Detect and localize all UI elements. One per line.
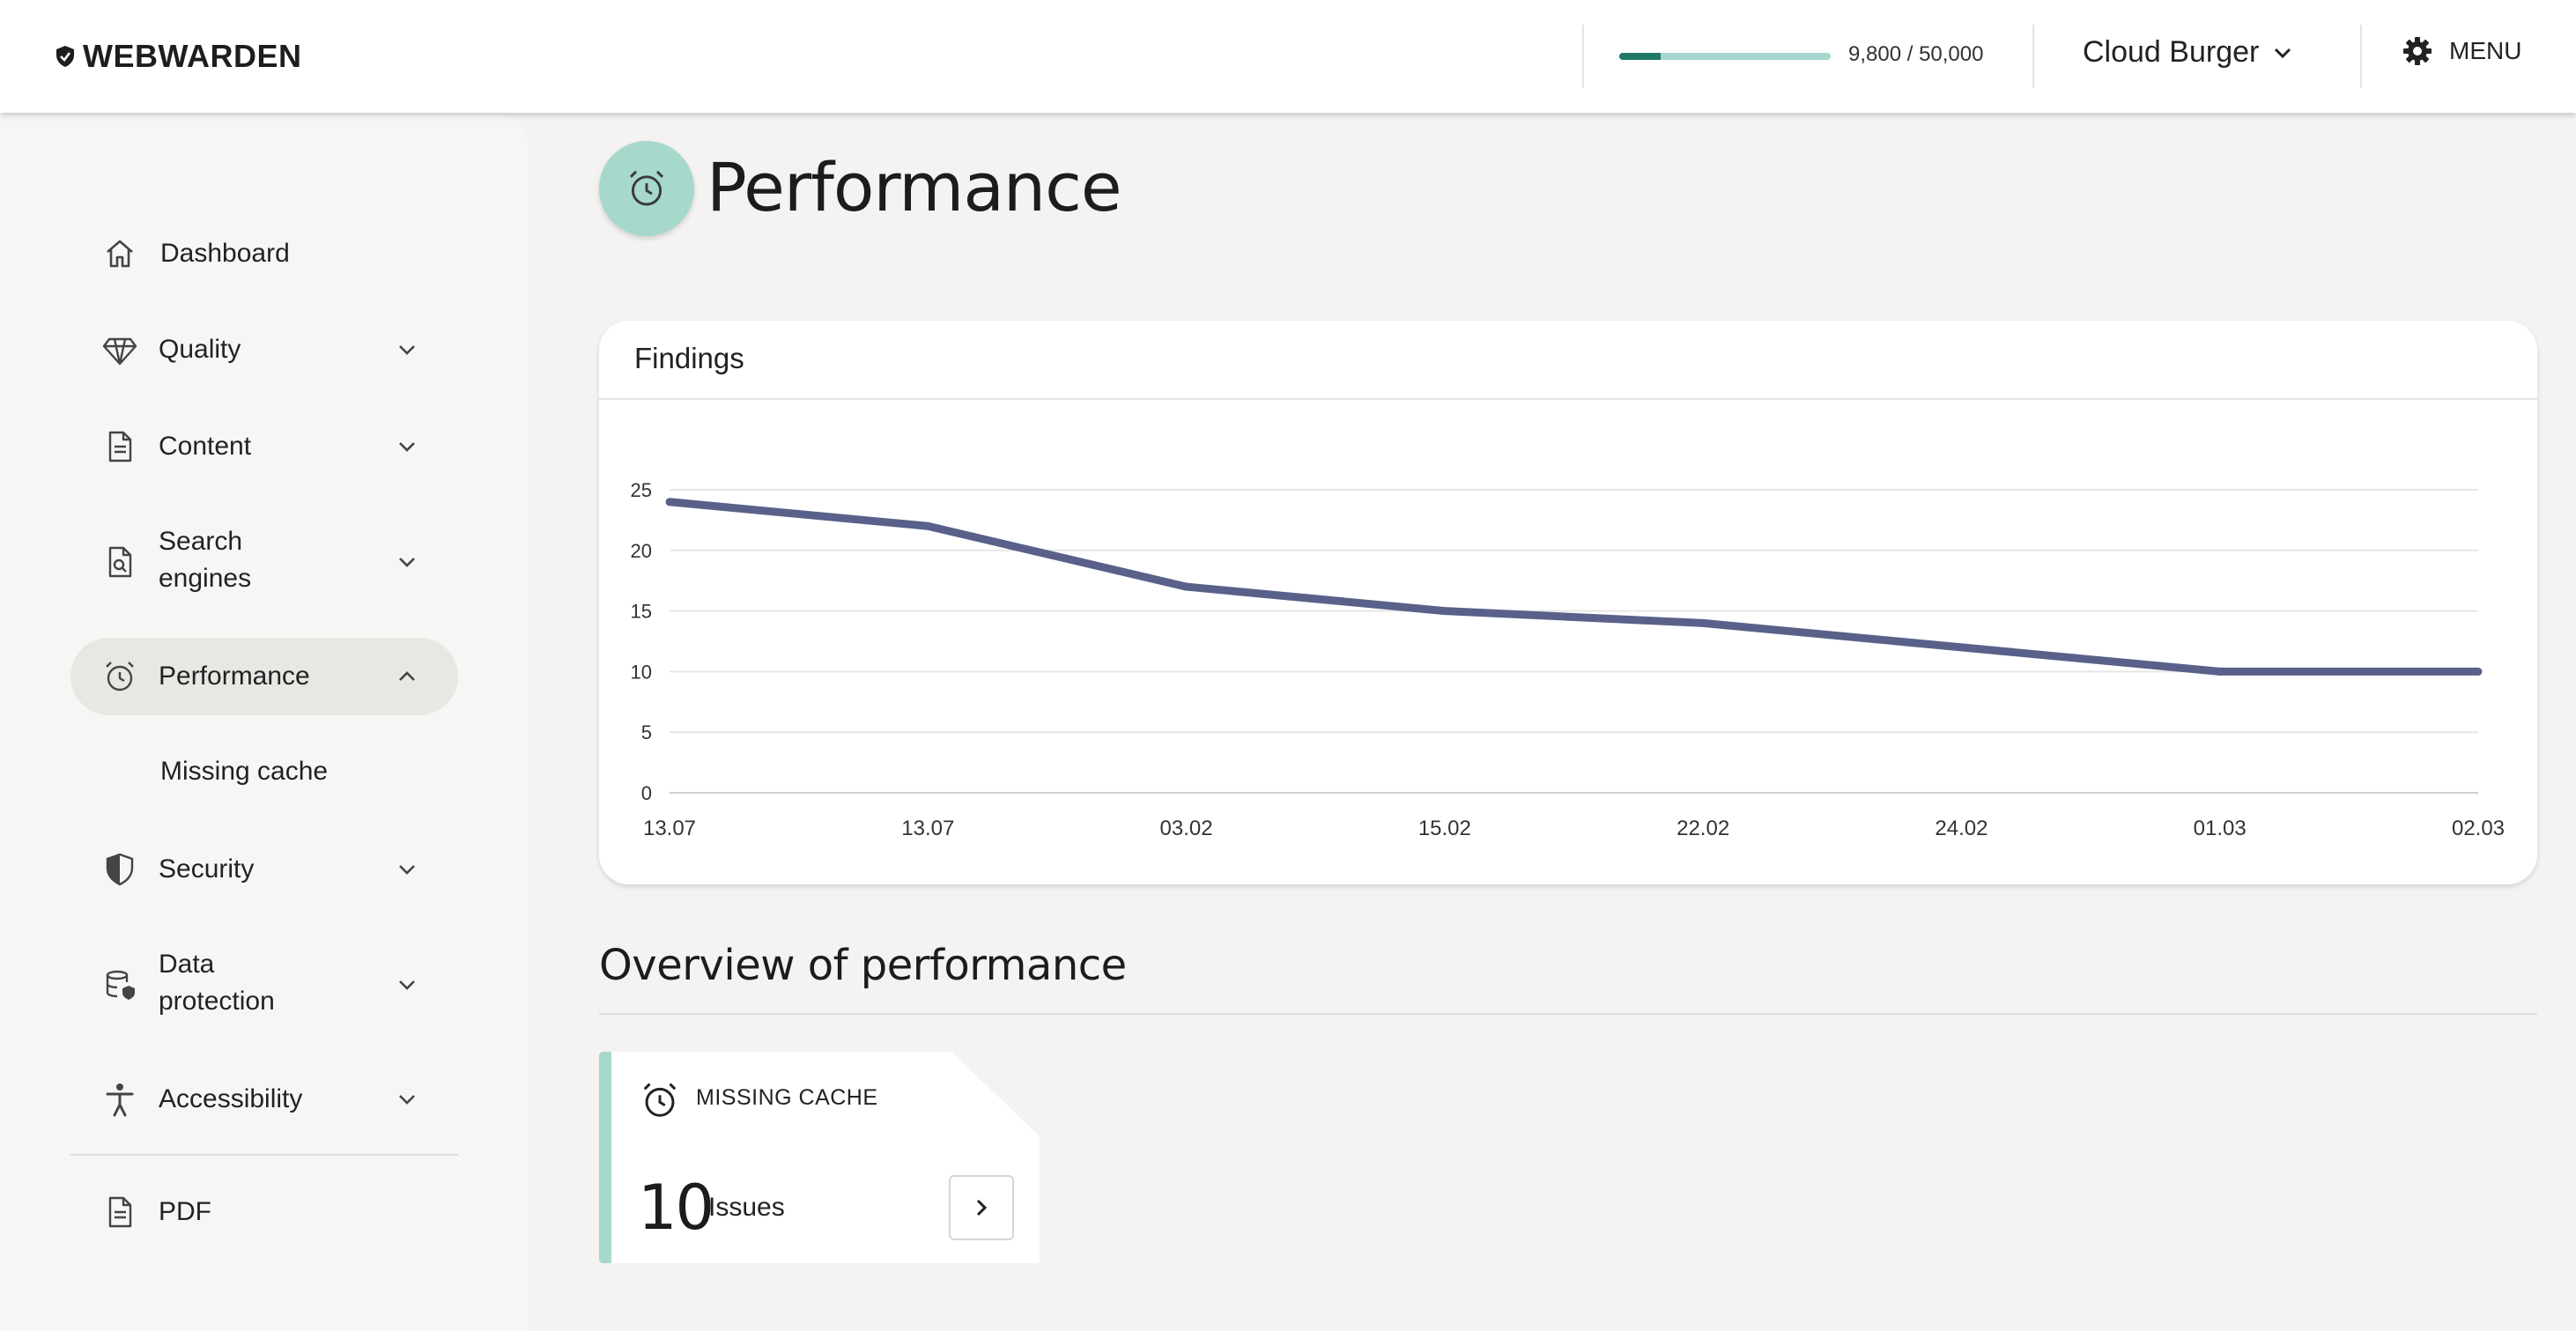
sidebar-item-label: Data protection: [159, 950, 275, 1016]
menu-button[interactable]: MENU: [2402, 35, 2521, 67]
page-icon: [599, 141, 694, 236]
accessibility-icon: [100, 1080, 139, 1119]
issue-count: 10: [638, 1172, 714, 1244]
data-point[interactable]: [665, 498, 674, 507]
data-point[interactable]: [923, 521, 932, 530]
sidebar-item-label: Security: [159, 854, 255, 884]
chevron-down-icon: [2275, 48, 2291, 58]
document-icon: [100, 427, 139, 466]
sidebar-item-dashboard[interactable]: Dashboard: [70, 215, 458, 292]
section-divider: [599, 1013, 2537, 1015]
logo[interactable]: WEBWARDEN: [55, 37, 301, 76]
section-title: Overview of performance: [599, 941, 1127, 990]
sidebar-item-label: Content: [159, 432, 252, 461]
database-shield-icon: [100, 965, 139, 1004]
chevron-up-icon[interactable]: [393, 662, 421, 691]
usage-progress-fill: [1619, 53, 1662, 60]
data-point[interactable]: [1957, 643, 1965, 652]
card-background: [599, 1052, 1040, 1263]
sidebar-subitem-missing-cache[interactable]: Missing cache: [160, 757, 329, 786]
x-tick-label: 02.03: [2452, 817, 2505, 840]
page-title: Performance: [707, 148, 1122, 226]
x-tick-label: 22.02: [1677, 817, 1729, 840]
findings-series-line: [669, 498, 2478, 676]
usage-progress-bar: [1619, 47, 1831, 66]
sidebar-item-security[interactable]: Security: [70, 831, 458, 908]
issue-unit: Issues: [708, 1193, 785, 1222]
x-tick-label: 24.02: [1935, 817, 1988, 840]
sidebar-item-search-engines[interactable]: Search engines: [70, 523, 458, 601]
diamond-icon: [100, 330, 139, 369]
sidebar-item-content[interactable]: Content: [70, 408, 458, 485]
sidebar-item-accessibility[interactable]: Accessibility: [70, 1061, 458, 1138]
search-document-icon: [100, 543, 139, 581]
x-tick-label: 03.02: [1160, 817, 1213, 840]
x-tick-label: 01.03: [2194, 817, 2247, 840]
findings-card: Findings 0 5 10 15 20 25 13.07 13.07 03.02 15.02 2…: [599, 321, 2537, 884]
sidebar-item-label: Accessibility: [159, 1084, 303, 1113]
sidebar-item-performance[interactable]: Performance: [70, 638, 458, 715]
sidebar-item-data-protection[interactable]: Data protection: [70, 946, 458, 1024]
sidebar-item-label: PDF: [159, 1197, 211, 1226]
top-bar: WEBWARDEN 9,800 / 50,000 Cloud Burger: [0, 0, 2576, 113]
pdf-document-icon: [100, 1193, 139, 1231]
chevron-down-icon[interactable]: [393, 971, 421, 999]
menu-label: MENU: [2449, 37, 2522, 64]
data-point[interactable]: [1440, 607, 1449, 616]
sidebar: Dashboard Quality Content Search engines: [0, 113, 529, 1331]
overview-card-missing-cache: MISSING CACHE 10 Issues: [599, 1052, 1040, 1263]
header-divider: [2032, 25, 2034, 88]
chevron-down-icon[interactable]: [393, 433, 421, 461]
y-tick-label: 5: [641, 721, 652, 743]
project-selector[interactable]: Cloud Burger: [2083, 35, 2294, 70]
x-tick-label: 15.02: [1418, 817, 1471, 840]
y-tick-label: 25: [631, 479, 652, 501]
findings-card-header: Findings: [599, 321, 2537, 400]
y-tick-label: 15: [631, 601, 652, 623]
chevron-down-icon[interactable]: [393, 1085, 421, 1113]
project-name: Cloud Burger: [2083, 35, 2260, 69]
findings-line-chart: 0 5 10 15 20 25 13.07 13.07 03.02 15.02 22.02 24.02…: [631, 479, 2506, 840]
sidebar-item-pdf[interactable]: PDF: [70, 1173, 458, 1251]
chevron-down-icon[interactable]: [393, 336, 421, 364]
sidebar-item-label: Search engines: [159, 527, 252, 593]
y-tick-label: 10: [631, 661, 652, 683]
card-accent-bar: [599, 1052, 611, 1263]
sidebar-item-label: Dashboard: [160, 239, 290, 268]
sidebar-item-label: Quality: [159, 335, 241, 364]
sidebar-item-quality[interactable]: Quality: [70, 311, 458, 388]
chevron-down-icon[interactable]: [393, 548, 421, 576]
overview-card-heading: MISSING CACHE: [696, 1085, 878, 1110]
chevron-right-icon: [976, 1199, 988, 1216]
open-details-button[interactable]: [949, 1175, 1014, 1240]
data-point[interactable]: [2216, 667, 2224, 676]
chevron-down-icon[interactable]: [393, 855, 421, 884]
data-point[interactable]: [1699, 618, 1707, 627]
header-divider: [2360, 25, 2362, 88]
data-point[interactable]: [2474, 667, 2483, 676]
y-tick-label: 20: [631, 540, 652, 562]
logo-text: WEBWARDEN: [83, 38, 302, 74]
y-tick-label: 0: [641, 782, 652, 804]
shield-check-icon: [56, 46, 74, 67]
sidebar-item-label: Performance: [159, 662, 310, 691]
x-tick-label: 13.07: [643, 817, 696, 840]
usage-text: 9,800 / 50,000: [1848, 42, 1984, 66]
data-point[interactable]: [1182, 582, 1191, 591]
findings-card-title: Findings: [634, 342, 744, 374]
shield-icon: [100, 850, 139, 889]
gear-icon: [2403, 37, 2432, 65]
x-tick-label: 13.07: [901, 817, 954, 840]
alarm-clock-icon: [629, 170, 664, 206]
home-icon: [100, 234, 139, 273]
header-divider: [1582, 25, 1584, 88]
alarm-clock-icon: [643, 1083, 677, 1117]
alarm-clock-icon: [100, 657, 139, 696]
sidebar-divider: [70, 1154, 458, 1156]
